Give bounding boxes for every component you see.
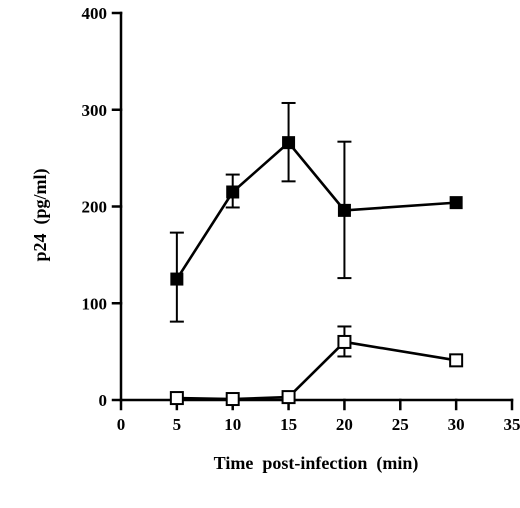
axes: 0 100 200 300 400 0 5 10 15 20 25 30 35	[82, 4, 520, 434]
y-axis-title: p24 (pg/ml)	[30, 168, 51, 261]
series-line	[176, 340, 457, 401]
filled-square-marker	[226, 185, 240, 199]
series-line	[175, 140, 457, 280]
open-square-marker	[169, 391, 184, 406]
series-layer	[169, 101, 464, 407]
series-2	[169, 325, 464, 407]
x-tick-label: 20	[336, 415, 353, 434]
x-axis-title: Time post-infection (min)	[214, 453, 419, 474]
x-tick-label: 5	[173, 415, 182, 434]
y-tick-label: 300	[82, 101, 108, 120]
x-tick-label: 0	[117, 415, 126, 434]
filled-square-marker	[170, 272, 184, 286]
x-tick-label: 35	[504, 415, 520, 434]
filled-square-marker	[282, 136, 296, 150]
y-tick-label: 100	[82, 294, 108, 313]
series-1	[169, 101, 463, 323]
y-tick-label: 0	[99, 391, 108, 410]
y-tick-label: 200	[82, 198, 108, 217]
y-tick-label: 400	[82, 4, 108, 23]
open-square-marker	[337, 334, 352, 349]
x-tick-label: 25	[392, 415, 409, 434]
open-square-marker	[281, 390, 296, 405]
x-tick-label: 15	[280, 415, 297, 434]
x-tick-label: 10	[224, 415, 241, 434]
error-bar	[169, 231, 184, 323]
open-square-marker	[449, 353, 464, 368]
x-tick-label: 30	[448, 415, 465, 434]
open-square-marker	[225, 392, 240, 407]
error-bar	[337, 140, 352, 280]
filled-square-marker	[449, 196, 463, 210]
filled-square-marker	[337, 203, 351, 217]
